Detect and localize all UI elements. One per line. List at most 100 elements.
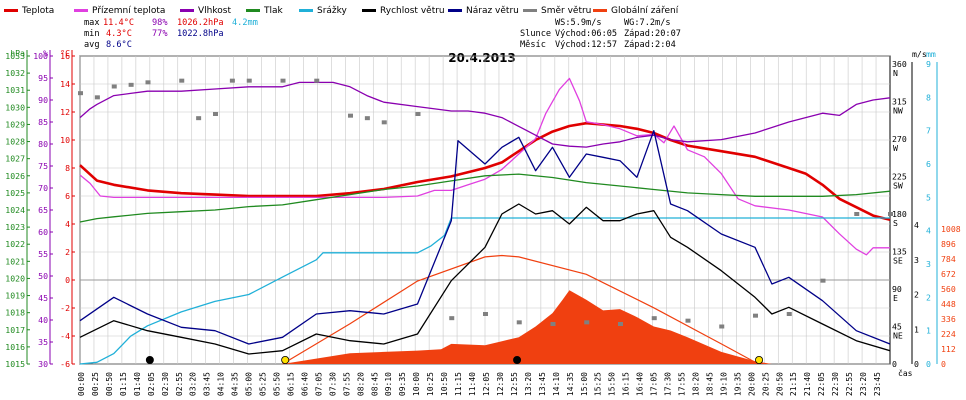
series-smer-vetru-point	[449, 316, 455, 321]
dir-axis-tick: 225	[892, 172, 907, 182]
pct-axis-tick: 70	[38, 183, 48, 193]
hpa-axis-tick: 1032	[5, 68, 25, 78]
moonset-marker	[145, 355, 154, 364]
x-tick-label: 15:00	[580, 372, 589, 396]
x-tick-label: 01:40	[133, 372, 142, 396]
x-tick-label: 08:20	[356, 372, 365, 396]
ms-axis-tick: 4	[926, 226, 931, 236]
series-p-zemn-teplota	[79, 77, 890, 256]
x-tick-label: 06:15	[286, 372, 295, 396]
stats-block: max 11.4°C 98% 1026.2hPa 4.2mm min 4.3°C…	[84, 18, 258, 50]
pct-axis-tick: 50	[38, 271, 48, 281]
info-ws: WS:5.9m/s	[555, 18, 602, 28]
x-tick-label: 00:00	[77, 372, 86, 396]
ms-axis-tick: 1	[926, 326, 931, 336]
x-tick-label: 17:30	[664, 372, 673, 396]
celsius-axis-unit: °C	[60, 48, 70, 58]
wm2-axis-tick: 784	[941, 254, 956, 264]
dir-axis-compass: NW	[893, 106, 903, 116]
celsius-axis-tick: 8	[65, 163, 70, 173]
series-tlak	[79, 173, 891, 223]
info-moon-rise: Východ:12:57	[555, 40, 617, 50]
x-tick-label: 18:20	[691, 372, 700, 396]
dir-axis-compass: N	[893, 68, 898, 78]
hpa-axis-tick: 1020	[5, 273, 25, 283]
legend-swatch	[180, 9, 194, 12]
dir-axis-tick: 270	[892, 134, 907, 144]
celsius-axis-tick: -6	[60, 359, 70, 369]
stats-min-label: min	[84, 29, 100, 39]
mm-axis-tick: 2	[914, 290, 919, 300]
info-sun-rise: Východ:06:05	[555, 29, 617, 39]
hpa-axis-tick: 1026	[5, 171, 25, 181]
celsius-axis-tick: 4	[65, 219, 70, 229]
hpa-axis-tick: 1025	[5, 188, 25, 198]
celsius-axis-tick: 10	[60, 135, 70, 145]
x-tick-label: 12:55	[510, 372, 519, 396]
stats-avg-temp: 8.6°C	[106, 40, 132, 50]
wm2-axis-tick: 672	[941, 269, 956, 279]
info-sun-label: Slunce	[520, 29, 551, 39]
series-smer-vetru-point	[415, 112, 421, 116]
series-smer-vetru-point	[753, 313, 758, 318]
legend-label: Srážky	[317, 6, 348, 16]
legend-label: Vlhkost	[198, 6, 231, 16]
dir-axis-tick: 180	[892, 209, 907, 219]
series-smer-vetru-point	[888, 212, 893, 216]
mm-axis-tick: 4	[914, 220, 919, 230]
x-tick-label: 20:50	[775, 372, 784, 396]
dir-axis-tick: 135	[892, 247, 907, 257]
series-smer-vetru-point	[618, 322, 623, 326]
hpa-axis-tick: 1033	[5, 51, 25, 61]
info-moon-set: Západ:2:04	[624, 40, 676, 50]
wm2-axis-tick: 1008	[941, 224, 961, 234]
stats-avg-label: avg	[84, 40, 100, 50]
series-smer-vetru-point	[111, 84, 117, 89]
x-tick-label: 07:05	[314, 372, 323, 396]
dir-axis-tick: 315	[892, 97, 907, 107]
x-tick-label: 18:45	[705, 372, 714, 396]
legend-swatch	[4, 9, 18, 12]
x-tick-label: 09:10	[384, 372, 393, 396]
dir-axis-compass: SE	[893, 256, 903, 266]
wm2-axis-tick: 112	[941, 344, 956, 354]
info-wg: WG:7.2m/s	[624, 18, 671, 28]
wm2-axis-tick: 0	[941, 359, 946, 369]
series-smer-vetru-point	[94, 95, 100, 100]
x-tick-label: 22:55	[845, 372, 854, 396]
info-block: WS:5.9m/s WG:7.2m/s Slunce Východ:06:05 …	[520, 18, 681, 50]
dir-axis-compass: S	[893, 218, 898, 228]
x-tick-label: 05:50	[273, 372, 282, 396]
pct-axis-tick: 100	[33, 51, 48, 61]
x-tick-label: 05:00	[245, 372, 254, 396]
wm2-axis-tick: 448	[941, 299, 956, 309]
ms-axis-tick: 7	[926, 126, 931, 136]
celsius-axis-tick: 14	[60, 79, 70, 89]
series-smer-vetru-point	[128, 82, 134, 87]
wm2-axis-tick: 336	[941, 314, 956, 324]
ms-axis-tick: 0	[926, 359, 931, 369]
axes: hPa1015101610171018101910201021102210231…	[5, 48, 961, 369]
stats-min-hum: 77%	[152, 29, 168, 39]
x-tick-label: 11:15	[454, 372, 463, 396]
x-tick-label: 07:55	[342, 372, 351, 396]
pct-axis-tick: 95	[38, 73, 48, 83]
series-smer-vetru-point	[213, 112, 218, 116]
series-smer-vetru-point	[685, 318, 691, 323]
x-tick-label: 00:25	[91, 372, 100, 396]
sunrise-marker	[281, 355, 290, 364]
x-tick-label: 07:30	[328, 372, 337, 396]
x-tick-label: 22:30	[831, 372, 840, 396]
ms-axis-tick: 3	[926, 259, 931, 269]
dir-axis-tick: 0	[892, 359, 897, 369]
x-tick-label: 03:45	[203, 372, 212, 396]
sunset-marker	[755, 355, 764, 364]
x-tick-label: 12:30	[496, 372, 505, 396]
x-tick-label: 12:05	[482, 372, 491, 396]
legend-swatch	[74, 9, 88, 12]
x-tick-label: 11:40	[468, 372, 477, 396]
x-tick-label: 10:00	[412, 372, 421, 396]
x-tick-label: 20:25	[761, 372, 770, 396]
series-smer-vetru-point	[516, 320, 522, 325]
